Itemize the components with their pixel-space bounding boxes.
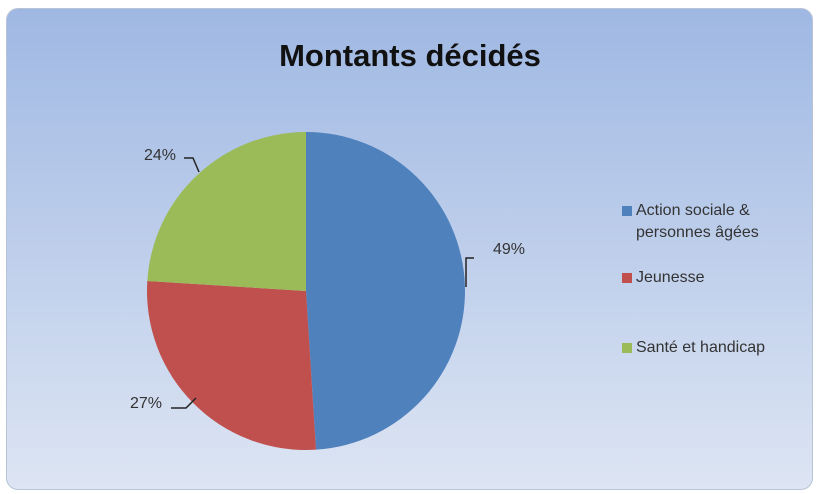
pie-slice [306,132,465,450]
data-label: 49% [493,241,525,258]
legend-swatch [622,343,632,353]
data-label: 24% [144,147,176,164]
leader-line [465,257,474,287]
legend-swatch [622,273,632,283]
legend-label: Jeunesse [636,269,705,286]
data-label: 27% [130,395,162,412]
leader-line [184,157,200,173]
legend-label: Action sociale & personnes âgées [636,202,759,241]
pie-slice [147,132,306,291]
leader-line [171,397,197,409]
legend-swatch [622,206,632,216]
legend-label: Santé et handicap [636,339,765,356]
pie-slice [146,281,316,450]
chart-title: Montants décidés [279,38,541,73]
